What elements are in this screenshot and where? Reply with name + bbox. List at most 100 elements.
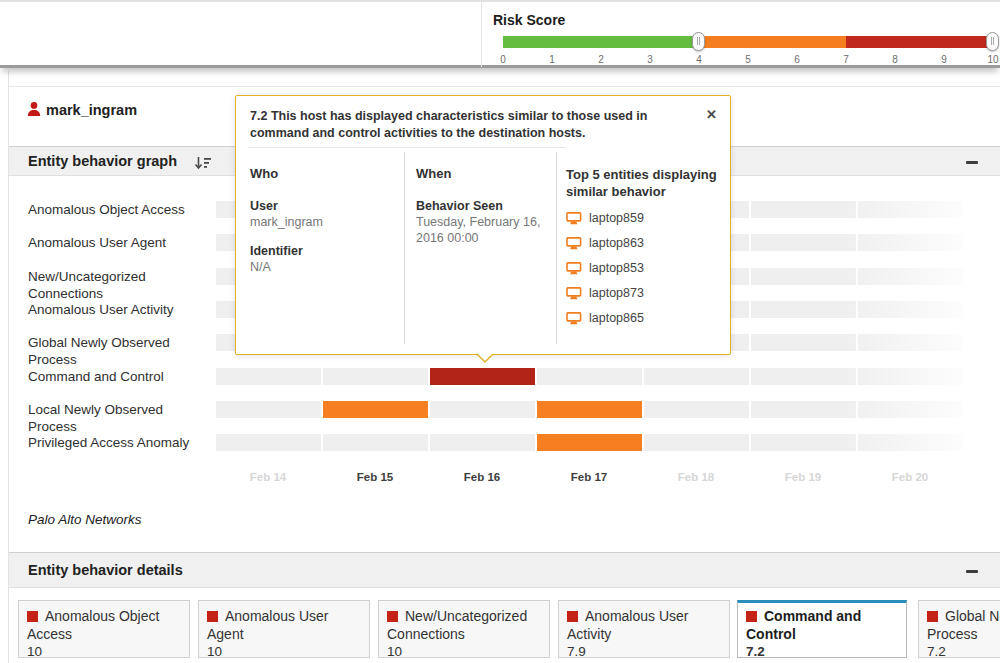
event-bar[interactable] <box>537 434 642 451</box>
axis-day-label: Feb 20 <box>870 471 950 483</box>
graph-cell <box>216 401 321 418</box>
risk-segment-low <box>503 36 699 48</box>
risk-segment-medium <box>699 36 846 48</box>
tooltip-top5-column: Top 5 entities displaying similar behavi… <box>566 166 724 336</box>
risk-score-ticks: 012345678910 <box>503 54 993 66</box>
event-bar[interactable] <box>323 401 428 418</box>
graph-row-label: Command and Control <box>28 369 210 386</box>
severity-square-icon <box>27 611 38 622</box>
card-value: 10 <box>387 644 541 658</box>
axis-day-label: Feb 15 <box>335 471 415 483</box>
graph-row-label: Anomalous User Agent <box>28 235 210 252</box>
risk-tick-label: 8 <box>880 54 910 65</box>
card-title: Command and Control <box>746 608 861 642</box>
similar-entity-item[interactable]: laptop859 <box>566 211 724 236</box>
tooltip-when-column: When Behavior Seen Tuesday, February 16,… <box>416 166 548 259</box>
entity-name: mark_ingram <box>46 102 137 118</box>
graph-cell <box>323 368 428 385</box>
risk-score-slider[interactable] <box>503 36 993 48</box>
field-value: mark_ingram <box>250 214 400 230</box>
graph-cell <box>537 368 642 385</box>
card-title: Anomalous User Activity <box>567 608 689 642</box>
card-value: 10 <box>207 644 361 658</box>
behavioral-analytics-page: Risk Score 012345678910 mark_ingram Enti… <box>0 0 1000 663</box>
severity-square-icon <box>927 611 938 622</box>
severity-square-icon <box>567 611 578 622</box>
risk-score-title: Risk Score <box>493 12 565 28</box>
similar-entity-item[interactable]: laptop873 <box>566 286 724 311</box>
graph-cell <box>751 301 856 318</box>
field-label: Identifier <box>250 243 400 259</box>
severity-square-icon <box>746 611 757 622</box>
axis-day-label: Feb 17 <box>549 471 629 483</box>
behavior-details-header: Entity behavior details <box>9 552 1000 588</box>
behavior-detail-card[interactable]: Global Newly Observed Process 7.2 <box>918 600 1000 658</box>
card-title: Anomalous Object Access <box>27 608 159 642</box>
graph-cell <box>751 268 856 285</box>
risk-tick-label: 2 <box>586 54 616 65</box>
handle-grip <box>697 37 700 45</box>
top5-title: Top 5 entities displaying similar behavi… <box>566 166 724 200</box>
similar-entity-name: laptop873 <box>589 286 644 300</box>
risk-tick-label: 4 <box>684 54 714 65</box>
graph-row-label: New/Uncategorized Connections <box>28 269 210 302</box>
card-value: 7.2 <box>927 644 1000 658</box>
behavior-details-panel: Anomalous Object Access 10 Anomalous Use… <box>9 588 1000 663</box>
similar-entity-item[interactable]: laptop865 <box>566 311 724 336</box>
risk-slider-handle[interactable] <box>692 32 705 51</box>
tooltip-divider <box>248 147 566 148</box>
axis-day-label: Feb 16 <box>442 471 522 483</box>
laptop-icon <box>566 212 582 225</box>
card-title: Anomalous User Agent <box>207 608 329 642</box>
tooltip-message: 7.2 This host has displayed characterist… <box>250 108 700 142</box>
sort-icon[interactable] <box>194 155 212 175</box>
behavior-details-title: Entity behavior details <box>28 562 183 578</box>
collapse-graph-icon[interactable] <box>966 161 978 164</box>
tooltip-score: 7.2 <box>250 109 267 123</box>
top-header: Risk Score 012345678910 <box>0 0 1000 68</box>
tooltip-caret-inner <box>478 354 492 361</box>
behavior-detail-card[interactable]: New/Uncategorized Connections 10 <box>378 600 550 658</box>
similar-entity-name: laptop859 <box>589 211 644 225</box>
future-fade-overlay <box>845 188 1000 463</box>
event-tooltip: 7.2 This host has displayed characterist… <box>235 95 731 355</box>
similar-entity-item[interactable]: laptop853 <box>566 261 724 286</box>
event-bar[interactable] <box>430 368 535 385</box>
axis-day-label: Feb 18 <box>656 471 736 483</box>
graph-cell <box>751 434 856 451</box>
field-label: Behavior Seen <box>416 198 548 214</box>
who-title: Who <box>250 166 400 182</box>
severity-square-icon <box>387 611 398 622</box>
graph-row-label: Privileged Access Anomaly <box>28 435 210 452</box>
graph-row-label: Anomalous Object Access <box>28 202 210 219</box>
behavior-detail-card[interactable]: Anomalous User Activity 7.9 <box>558 600 730 658</box>
user-icon <box>27 102 41 120</box>
collapse-details-icon[interactable] <box>966 570 978 573</box>
graph-cell <box>430 434 535 451</box>
header-divider <box>481 2 482 67</box>
event-bar[interactable] <box>537 401 642 418</box>
field-label: User <box>250 198 400 214</box>
behavior-detail-card[interactable]: Anomalous Object Access 10 <box>18 600 190 658</box>
tooltip-col-divider <box>556 152 557 344</box>
tooltip-who-column: Who User mark_ingram Identifier N/A <box>250 166 400 288</box>
similar-entity-item[interactable]: laptop863 <box>566 236 724 261</box>
card-value: 7.2 <box>746 644 898 658</box>
field-value: Tuesday, February 16, 2016 00:00 <box>416 214 548 246</box>
similar-entity-name: laptop865 <box>589 311 644 325</box>
graph-cell <box>323 434 428 451</box>
card-value: 10 <box>27 644 181 658</box>
behavior-detail-card[interactable]: Anomalous User Agent 10 <box>198 600 370 658</box>
graph-cell <box>644 401 749 418</box>
laptop-icon <box>566 237 582 250</box>
behavior-detail-card[interactable]: Command and Control 7.2 <box>737 600 907 658</box>
similar-entity-name: laptop853 <box>589 261 644 275</box>
graph-cell <box>216 434 321 451</box>
graph-row-label: Local Newly Observed Process <box>28 402 210 435</box>
close-icon[interactable]: ✕ <box>706 107 717 122</box>
behavior-graph-title: Entity behavior graph <box>28 153 177 169</box>
graph-cell <box>644 368 749 385</box>
risk-slider-handle[interactable] <box>986 32 999 51</box>
similar-entity-name: laptop863 <box>589 236 644 250</box>
risk-tick-label: 5 <box>733 54 763 65</box>
